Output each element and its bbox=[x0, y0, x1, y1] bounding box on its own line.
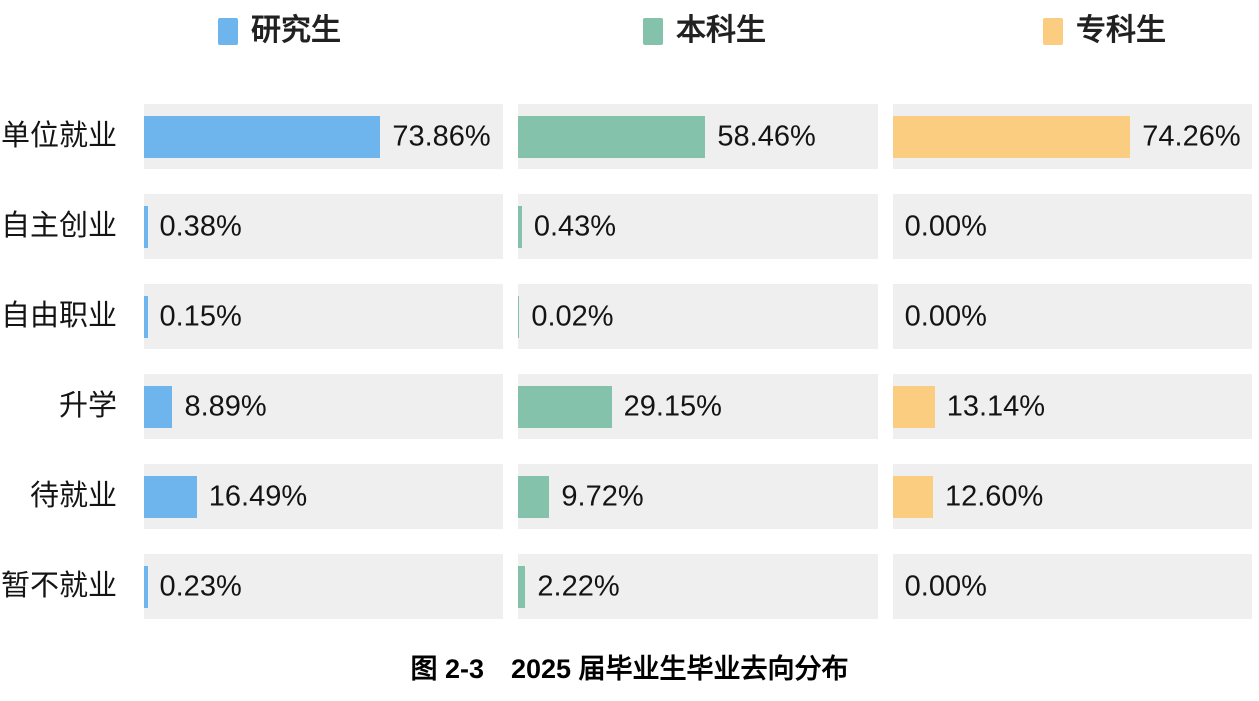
bar-series-1 bbox=[144, 295, 148, 338]
bar-series-2 bbox=[518, 475, 550, 518]
bar-track: 0.23% bbox=[144, 554, 504, 619]
value-label: 0.15% bbox=[159, 300, 242, 332]
bar-series-1 bbox=[144, 385, 173, 428]
bar-track: 74.26% bbox=[892, 104, 1252, 169]
bar-track: 0.38% bbox=[144, 194, 504, 259]
value-label: 0.00% bbox=[904, 300, 987, 332]
bar-series-1 bbox=[144, 115, 381, 158]
category-label: 单位就业 bbox=[0, 120, 117, 152]
value-label: 58.46% bbox=[717, 120, 816, 152]
bar-track: 12.60% bbox=[892, 464, 1252, 529]
bar-track: 0.00% bbox=[892, 194, 1252, 259]
bar-series-1 bbox=[144, 475, 197, 518]
category-label: 升学 bbox=[58, 390, 117, 422]
category-label: 自主创业 bbox=[0, 210, 117, 242]
category-label: 待就业 bbox=[29, 480, 117, 512]
value-label: 2.22% bbox=[537, 570, 620, 602]
bar-track: 8.89% bbox=[144, 374, 504, 439]
value-label: 16.49% bbox=[208, 480, 308, 512]
legend-label: 研究生 bbox=[251, 14, 341, 47]
bar-track: 9.72% bbox=[518, 464, 878, 529]
value-label: 74.26% bbox=[1142, 120, 1241, 152]
bar-track: 0.00% bbox=[892, 554, 1252, 619]
bar-track: 13.14% bbox=[892, 374, 1252, 439]
value-label: 13.14% bbox=[946, 390, 1046, 422]
chart-row: 单位就业 73.86% 58.46% 74.26% bbox=[0, 104, 1252, 169]
value-label: 73.86% bbox=[392, 120, 491, 152]
legend-item-series-1[interactable]: 研究生 bbox=[218, 16, 341, 46]
chart-row: 待就业 16.49% 9.72% 12.60% bbox=[0, 464, 1252, 529]
legend-label: 专科生 bbox=[1076, 14, 1166, 47]
bar-track: 2.22% bbox=[518, 554, 878, 619]
bar-series-2 bbox=[518, 115, 706, 158]
value-label: 0.23% bbox=[159, 570, 242, 602]
value-label: 0.43% bbox=[533, 210, 617, 242]
bar-series-2 bbox=[518, 295, 520, 338]
value-label: 0.02% bbox=[531, 300, 614, 332]
bar-track: 0.43% bbox=[518, 194, 878, 259]
figure-caption: 图 2-3 2025 届毕业生毕业去向分布 bbox=[410, 654, 849, 684]
bar-series-3 bbox=[892, 115, 1131, 158]
legend-swatch-icon bbox=[218, 17, 238, 45]
bar-series-3 bbox=[892, 475, 933, 518]
chart-row: 升学 8.89% 29.15% 13.14% bbox=[0, 374, 1252, 439]
value-label: 8.89% bbox=[184, 390, 267, 422]
value-label: 0.00% bbox=[904, 210, 987, 242]
bar-track: 16.49% bbox=[144, 464, 504, 529]
bar-series-2 bbox=[518, 565, 526, 608]
bar-series-1 bbox=[144, 565, 148, 608]
bar-track: 0.02% bbox=[518, 284, 878, 349]
bar-track: 58.46% bbox=[518, 104, 878, 169]
legend-label: 本科生 bbox=[676, 14, 766, 47]
chart-row: 自主创业 0.38% 0.43% 0.00% bbox=[0, 194, 1252, 259]
value-label: 29.15% bbox=[623, 390, 722, 422]
legend: 研究生 本科生 专科生 bbox=[0, 0, 1259, 64]
category-label: 暂不就业 bbox=[0, 570, 117, 602]
value-label: 0.00% bbox=[904, 570, 987, 602]
chart-row: 暂不就业 0.23% 2.22% 0.00% bbox=[0, 554, 1252, 619]
bar-series-2 bbox=[518, 205, 522, 248]
bar-track: 0.15% bbox=[144, 284, 504, 349]
bar-series-3 bbox=[892, 385, 935, 428]
category-label: 自由职业 bbox=[0, 300, 117, 332]
chart-row: 自由职业 0.15% 0.02% 0.00% bbox=[0, 284, 1252, 349]
bar-track: 0.00% bbox=[892, 284, 1252, 349]
legend-swatch-icon bbox=[1043, 17, 1063, 45]
value-label: 0.38% bbox=[159, 210, 242, 242]
value-label: 9.72% bbox=[561, 480, 644, 512]
bar-chart: 单位就业 73.86% 58.46% 74.26% 自主创业 0.38% 0.43% 0.00… bbox=[0, 104, 1252, 619]
value-label: 12.60% bbox=[944, 480, 1044, 512]
legend-item-series-2[interactable]: 本科生 bbox=[643, 16, 766, 46]
bar-track: 29.15% bbox=[518, 374, 878, 439]
legend-item-series-3[interactable]: 专科生 bbox=[1043, 16, 1166, 46]
legend-swatch-icon bbox=[643, 17, 663, 45]
bar-track: 73.86% bbox=[144, 104, 504, 169]
bar-series-1 bbox=[144, 205, 148, 248]
bar-series-2 bbox=[518, 385, 612, 428]
